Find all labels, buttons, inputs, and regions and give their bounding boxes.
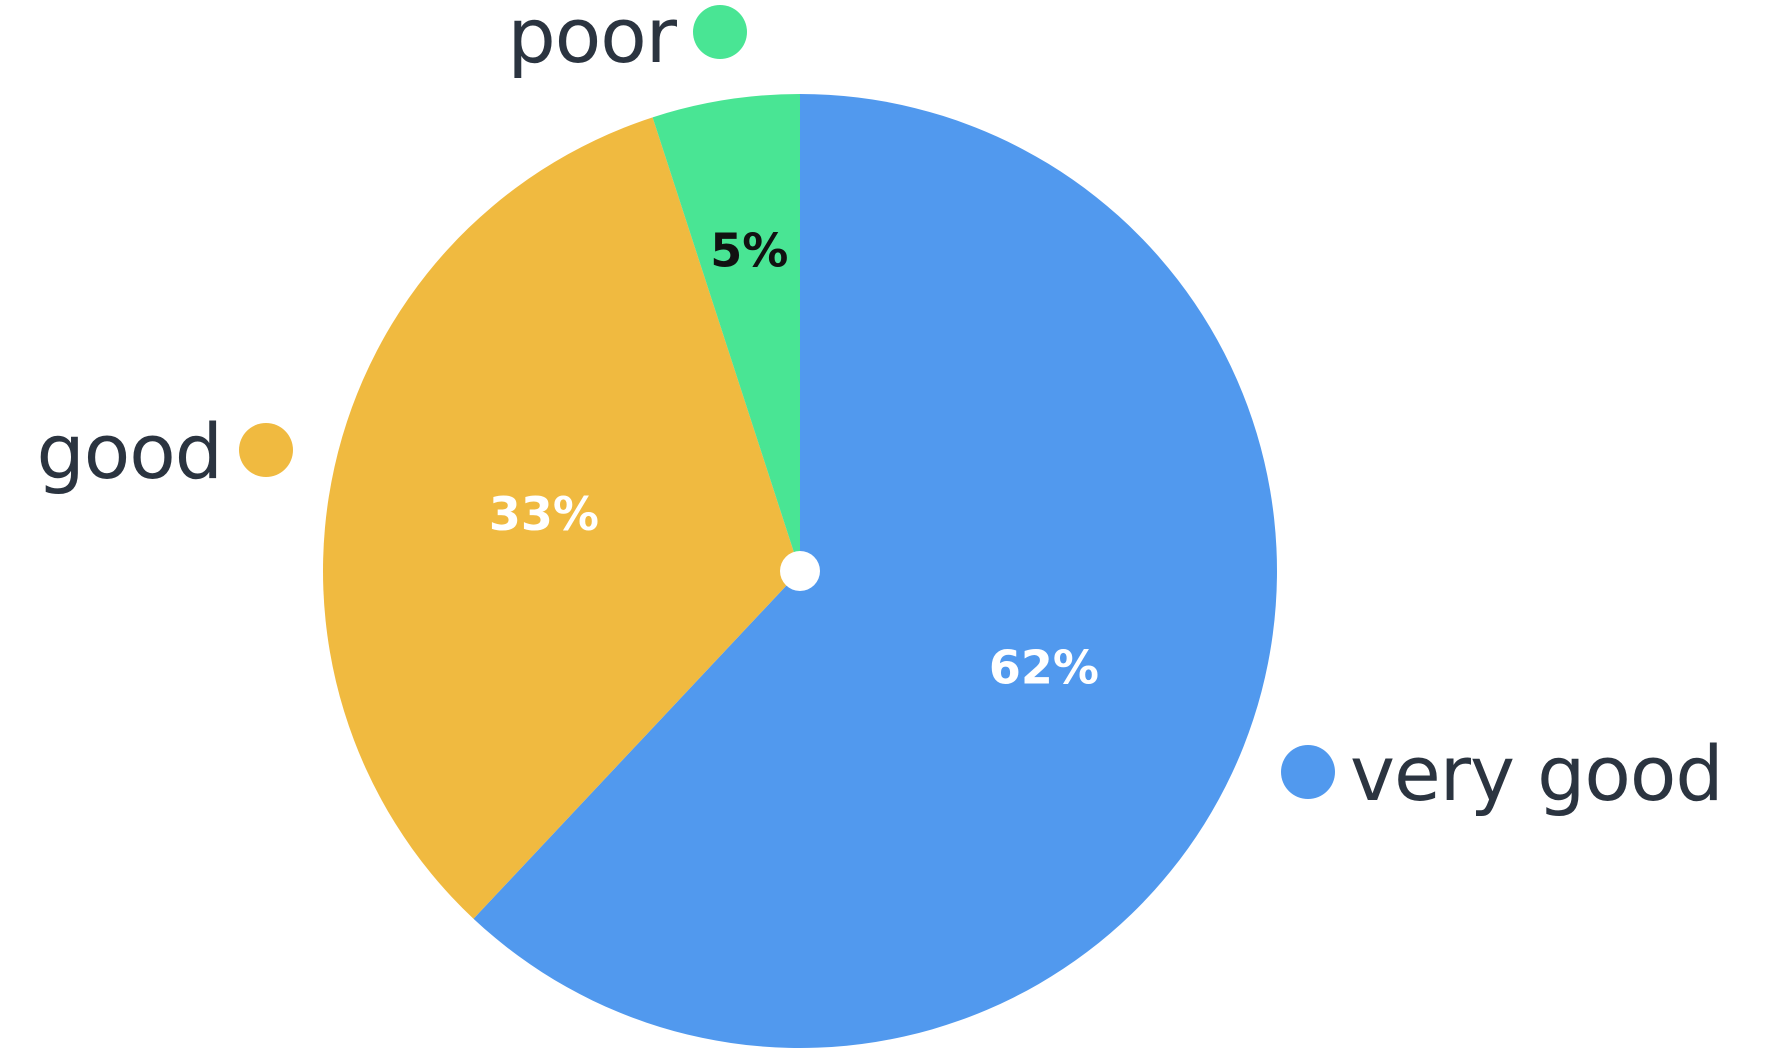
legend-dot-good (239, 423, 293, 477)
legend-dot-very-good (1281, 745, 1335, 799)
pie-slice-poor (652, 94, 800, 571)
legend-label-good: good (37, 407, 222, 496)
slice-label-good: 33% (489, 487, 599, 541)
pie-slices (323, 94, 1278, 1048)
slice-label-poor: 5% (710, 224, 788, 278)
legend-label-poor: poor (508, 0, 678, 80)
slice-label-very-good: 62% (989, 641, 1099, 695)
legend-dot-poor (693, 5, 747, 59)
pie-slice-good (323, 117, 800, 919)
slice-percent-labels: 62% 33% 5% (489, 224, 1099, 695)
legend-label-very-good: very good (1350, 729, 1723, 818)
pie-slice-very-good (473, 94, 1278, 1048)
legend: very good good poor (37, 0, 1724, 818)
center-dot (780, 551, 820, 591)
